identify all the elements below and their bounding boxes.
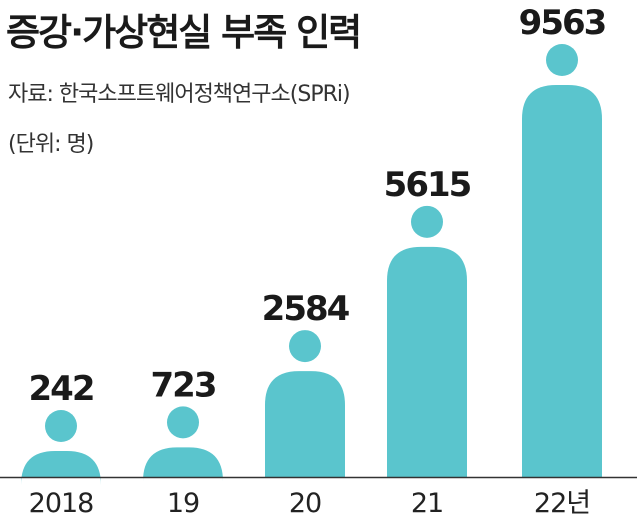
bar-body [21, 451, 101, 485]
x-tick-label: 21 [411, 488, 443, 519]
x-tick-label: 22년 [534, 488, 590, 519]
data-label: 5615 [384, 165, 471, 205]
bar-head [546, 44, 578, 76]
bar-body [522, 85, 602, 477]
bar-body [143, 447, 223, 482]
x-tick-label: 20 [289, 488, 321, 519]
bar-body [265, 371, 345, 477]
unit-note: (단위: 명) [8, 132, 94, 157]
bar-head [167, 406, 199, 439]
data-label: 723 [151, 365, 216, 405]
bar-body [387, 246, 467, 477]
bar-head [289, 330, 321, 363]
bar-head [411, 205, 443, 238]
data-label: 242 [29, 369, 94, 409]
bar-head [45, 410, 77, 442]
x-tick-label: 2018 [29, 488, 94, 519]
data-label: 2584 [262, 289, 350, 329]
chart-title: 증강·가상현실 부족 인력 [6, 11, 362, 54]
x-tick-label: 19 [167, 488, 199, 519]
data-label: 9563 [519, 3, 606, 43]
source-note: 자료: 한국소프트웨어정책연구소(SPRi) [8, 82, 351, 107]
